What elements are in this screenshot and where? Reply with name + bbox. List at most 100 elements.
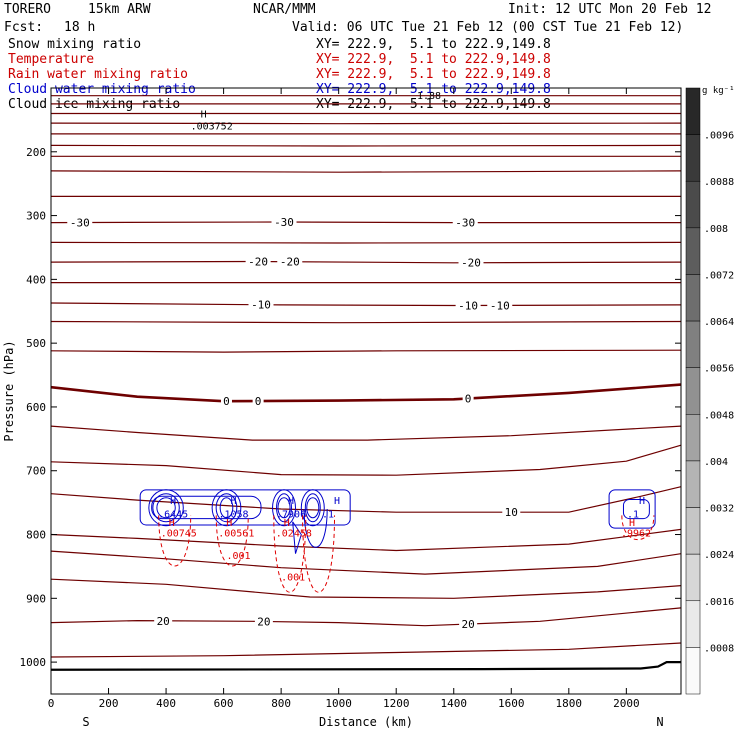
x-axis-label: Distance (km) [319, 715, 413, 729]
temperature-contour [50, 349, 682, 353]
temperature-contour-label: 20 [461, 618, 474, 631]
x-tick-label: 1600 [498, 697, 525, 710]
temperature-contour-label: 10 [505, 506, 518, 519]
colorbar-tick-label: .0024 [704, 550, 734, 561]
rain-max-value: .00745 [161, 528, 197, 539]
cloud-water-contour [276, 493, 292, 523]
cloud-water-contour [277, 497, 291, 519]
colorbar-tick-label: .0032 [704, 504, 734, 515]
y-tick-label: 800 [26, 529, 46, 542]
rain-max-marker: H [284, 518, 290, 529]
x-tick-label: 200 [99, 697, 119, 710]
contour-label-bg [154, 614, 173, 627]
rain-contour [621, 515, 655, 541]
x-tick-label: 0 [48, 697, 55, 710]
terrain-line [50, 661, 681, 671]
organization: NCAR/MMM [253, 2, 316, 17]
contour-label-bg [502, 506, 521, 519]
colorbar-swatch [685, 320, 701, 368]
cloud-water-max-value: .1058 [218, 509, 248, 520]
temperature-contour [50, 642, 682, 658]
rain-max-marker: H [629, 518, 635, 529]
colorbar-swatch [685, 134, 701, 182]
overlay-value: 1.88 [417, 91, 441, 102]
temperature-contour-label: -10 [458, 299, 478, 312]
x-tick-label: 800 [271, 697, 291, 710]
temperature-contour [50, 528, 682, 552]
cloud-water-max-marker: H [288, 496, 294, 507]
contour-label-bg [67, 216, 93, 229]
cloud-water-contour [292, 521, 302, 554]
plot-frame [50, 87, 682, 695]
legend-temperature: Temperature [8, 52, 95, 67]
x-tick-label: 1400 [440, 697, 467, 710]
temperature-contour-label: 0 [465, 392, 472, 405]
temperature-contour-label: -10 [251, 299, 271, 312]
snow-max-value: .003752 [191, 121, 233, 132]
contour-label-bg [277, 255, 303, 268]
cloud-water-max-value: .1 [322, 509, 334, 520]
colorbar-swatch [685, 507, 701, 555]
colorbar-tick-label: .0056 [704, 364, 734, 375]
contour-label-bg [248, 298, 274, 311]
temperature-contour [50, 444, 682, 476]
forecast-hours: 18 h [64, 20, 96, 35]
contour-label-bg [455, 299, 481, 312]
temperature-contour [50, 320, 682, 324]
y-axis-label: Pressure (hPa) [2, 340, 16, 441]
contour-label-bg [462, 392, 474, 405]
contour-label-bg [252, 395, 264, 408]
colorbar-tick-label: .0008 [704, 643, 734, 654]
contour-label-bg [452, 216, 478, 229]
contour-label-bg [220, 395, 232, 408]
temperature-contour [50, 550, 682, 575]
cloud-water-max-marker: H [639, 496, 645, 507]
temperature-contour-label: -30 [455, 217, 475, 230]
temperature-contour [50, 486, 682, 513]
temperature-contour [50, 144, 682, 147]
cloud-water-max-marker: H [334, 496, 340, 507]
temperature-contour [50, 122, 682, 125]
colorbar: .0096 .0088 .008 .0072 .0064 .0056 .0048 .004 .0… [685, 86, 735, 695]
temperature-contour [50, 221, 681, 224]
y-tick-label: 900 [26, 592, 46, 605]
cloud-water-contour [215, 493, 238, 523]
rain-contour [302, 515, 336, 593]
rain-max-value: .00561 [218, 528, 254, 539]
temperature-contour-label: -20 [280, 256, 300, 269]
cloud-water-contour [303, 509, 328, 548]
cloud-water-contour [300, 489, 325, 527]
colorbar-tick-label: .0072 [704, 270, 734, 281]
forecast-label: Fcst: [4, 20, 44, 35]
temperature-contour-label: 0 [255, 395, 262, 408]
colorbar-swatch [685, 87, 701, 135]
y-tick-label: 700 [26, 465, 46, 478]
legend-snow: Snow mixing ratio [8, 37, 142, 52]
temperature-contour-label: -30 [274, 216, 294, 229]
south-label: S [82, 715, 89, 729]
x-tick-label: 1200 [383, 697, 410, 710]
temperature-contour-label: 0 [223, 395, 230, 408]
colorbar-tick-label: .0016 [704, 597, 734, 608]
terrain-line [50, 661, 681, 671]
cloud-water-max-value: .6445 [158, 509, 188, 520]
rain-contour-label: .001 [281, 572, 305, 583]
contour-label-bg [271, 215, 297, 228]
cloud-water-max-value: .7906 [276, 509, 306, 520]
y-tick-label: 1000 [20, 656, 47, 669]
rain-max-value: .02458 [276, 528, 312, 539]
contour-label-bg [459, 618, 478, 631]
snow-max-marker: H [201, 109, 207, 120]
y-tick-label: 200 [26, 146, 46, 159]
cloud-water-contour [304, 493, 321, 523]
cloud-water-max-value: .1 [627, 509, 639, 520]
colorbar-tick-label: .0048 [704, 410, 734, 421]
cloud-water-contour [219, 497, 234, 519]
x-tick-label: 600 [214, 697, 234, 710]
temperature-contour-label: -30 [70, 217, 90, 230]
temperature-contour [50, 241, 682, 244]
colorbar-swatch [685, 227, 701, 275]
y-tick-label: 600 [26, 401, 46, 414]
colorbar-tick-label: .0096 [704, 131, 734, 142]
